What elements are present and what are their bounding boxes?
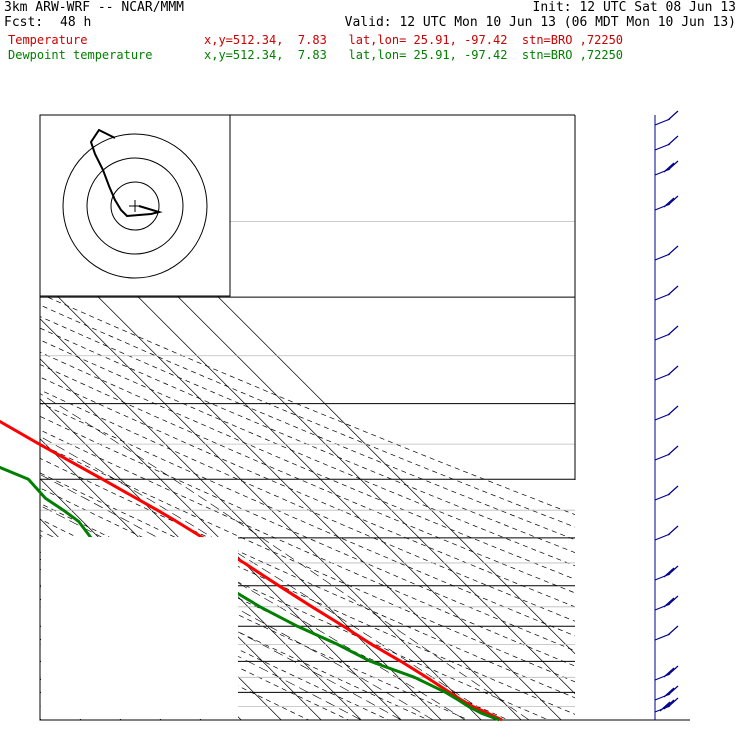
wind-barb bbox=[654, 633, 671, 641]
frame-axes bbox=[39, 115, 690, 721]
wind-barb bbox=[654, 118, 671, 126]
wind-barb bbox=[654, 493, 671, 501]
wind-barb-flag bbox=[663, 699, 675, 710]
wind-barb-flag bbox=[667, 245, 679, 256]
temperature-location: x,y=512.34, 7.83 lat,lon= 25.91, -97.42 … bbox=[204, 33, 624, 47]
dry-adiabat bbox=[40, 472, 575, 715]
wind-barb-flag bbox=[667, 697, 679, 708]
isotherm-line bbox=[40, 238, 522, 720]
wind-barb-flag bbox=[667, 285, 679, 296]
wind-barb bbox=[654, 533, 671, 541]
parcel-box bbox=[41, 537, 238, 719]
isotherm-line bbox=[0, 87, 14, 733]
wind-barb-flag bbox=[663, 597, 675, 608]
hodograph-ring bbox=[86, 157, 184, 255]
wind-barb-flag bbox=[663, 567, 675, 578]
wind-barb bbox=[654, 453, 671, 461]
dry-adiabat bbox=[40, 443, 575, 683]
wind-barb bbox=[654, 203, 671, 211]
dewpoint-location: x,y=512.34, 7.83 lat,lon= 25.91, -97.42 … bbox=[204, 48, 624, 62]
wind-barb bbox=[654, 293, 671, 301]
hodograph-ring bbox=[110, 181, 160, 231]
wind-barb-flag bbox=[667, 445, 679, 456]
dewpoint-trace bbox=[0, 465, 501, 722]
wind-barb-flag bbox=[667, 325, 679, 336]
wind-barb bbox=[654, 413, 671, 421]
wind-barb bbox=[654, 573, 671, 581]
wind-barb bbox=[654, 333, 671, 341]
temperature-legend: Temperature bbox=[8, 33, 88, 47]
forecast-label: Fcst: bbox=[4, 15, 44, 30]
isotherm-line bbox=[40, 278, 482, 720]
wind-barb-flag bbox=[667, 365, 679, 376]
dry-adiabat bbox=[40, 304, 575, 528]
wind-barb-flag bbox=[663, 667, 675, 678]
wind-barb bbox=[654, 603, 671, 611]
wind-barb-flag bbox=[667, 565, 679, 576]
wind-barb-flag bbox=[663, 162, 675, 173]
wind-barb-flag bbox=[663, 687, 675, 698]
wind-barb bbox=[654, 143, 671, 151]
wind-barb-flag bbox=[667, 625, 679, 636]
dry-adiabat bbox=[40, 429, 575, 667]
moist-adiabat bbox=[40, 393, 530, 720]
wind-barb bbox=[654, 253, 671, 261]
wind-barb-flag bbox=[659, 701, 671, 712]
dewpoint-legend: Dewpoint temperature bbox=[8, 48, 153, 62]
wind-barb bbox=[654, 373, 671, 381]
model-title: 3km ARW-WRF -- NCAR/MMM bbox=[4, 0, 185, 15]
wind-barb bbox=[654, 168, 671, 176]
wind-barb bbox=[654, 693, 671, 701]
dry-adiabat bbox=[40, 457, 575, 699]
dry-adiabat bbox=[40, 586, 310, 720]
wind-barb-flag bbox=[667, 195, 679, 206]
wind-barb-flag bbox=[667, 595, 679, 606]
wind-barb-flag bbox=[667, 160, 679, 171]
isotherm-line bbox=[40, 398, 362, 720]
init-time: Init: 12 UTC Sat 08 Jun 13 bbox=[532, 0, 737, 15]
wind-barb-flag bbox=[663, 197, 675, 208]
hodograph-ring bbox=[62, 133, 208, 279]
wind-barb bbox=[654, 673, 671, 681]
valid-time: Valid: 12 UTC Mon 10 Jun 13 (06 MDT Mon … bbox=[344, 15, 736, 30]
wind-barb-flag bbox=[667, 110, 679, 121]
temperature-trace bbox=[0, 419, 503, 722]
dry-adiabat bbox=[40, 339, 575, 567]
isotherm-line bbox=[40, 318, 442, 720]
hodograph-trace bbox=[89, 128, 163, 218]
forecast-hour: 48 h bbox=[60, 15, 92, 30]
dry-adiabat bbox=[40, 364, 575, 594]
dry-adiabat bbox=[40, 551, 390, 720]
wind-barb-flag bbox=[667, 135, 679, 146]
isotherm-line bbox=[40, 358, 402, 720]
wind-barb-flag bbox=[667, 665, 679, 676]
wind-barb-flag bbox=[667, 485, 679, 496]
dry-adiabat bbox=[40, 402, 575, 637]
wind-barb-flag bbox=[667, 405, 679, 416]
isotherm-line bbox=[40, 198, 562, 720]
wind-barb-flag bbox=[667, 525, 679, 536]
wind-barb-flag bbox=[667, 685, 679, 696]
dry-adiabat bbox=[40, 316, 575, 541]
